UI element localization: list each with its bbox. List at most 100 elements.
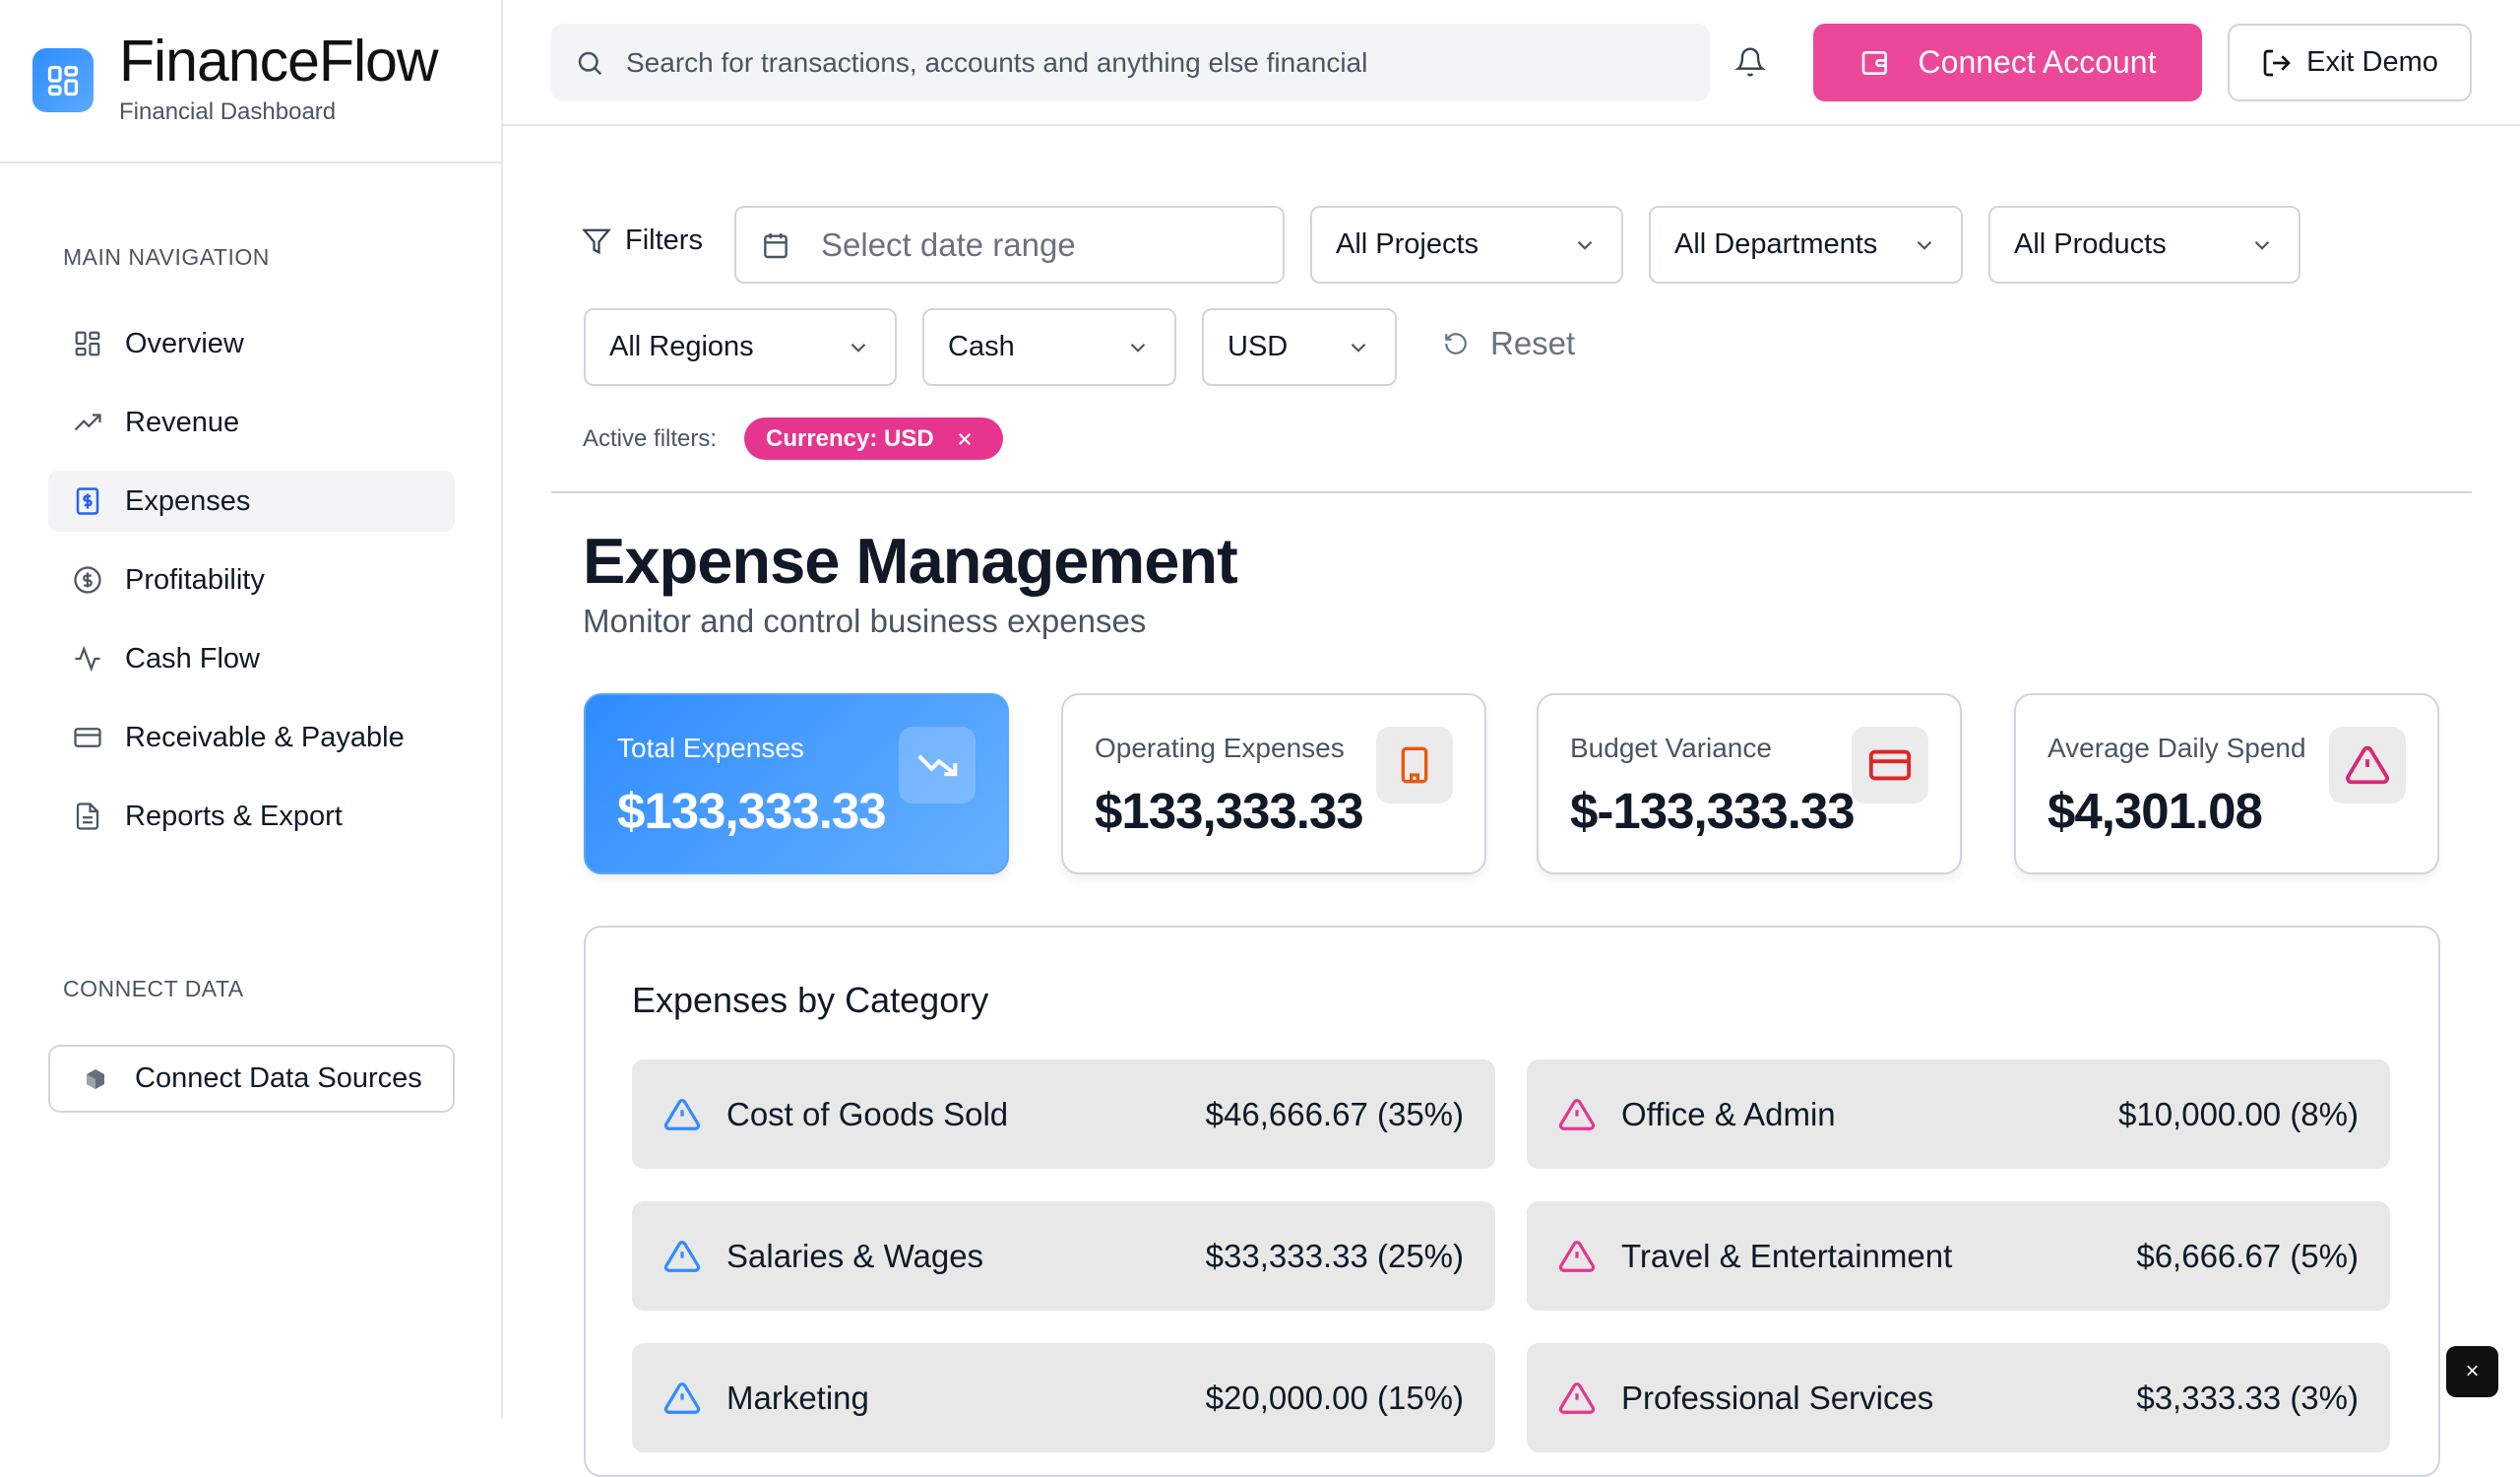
- sidebar-item-label: Cash Flow: [125, 642, 260, 674]
- divider: [0, 161, 503, 163]
- sidebar-item-revenue[interactable]: Revenue: [48, 392, 455, 453]
- sidebar-item-profitability[interactable]: Profitability: [48, 549, 455, 610]
- sidebar-item-label: Reports & Export: [125, 800, 343, 832]
- sidebar-item-receivable-payable[interactable]: Receivable & Payable: [48, 707, 455, 768]
- alert-triangle-icon: [1558, 1380, 1596, 1417]
- sidebar: FinanceFlow Financial Dashboard MAIN NAV…: [0, 0, 503, 1418]
- card-value: $4,301.08: [2048, 783, 2263, 839]
- search-input[interactable]: Search for transactions, accounts and an…: [551, 24, 1710, 101]
- total-expenses-card: Total Expenses $133,333.33: [584, 693, 1009, 874]
- exit-demo-button[interactable]: Exit Demo: [2228, 24, 2472, 101]
- reset-button[interactable]: Reset: [1443, 325, 1575, 362]
- currency-select[interactable]: USD: [1202, 308, 1397, 386]
- products-select[interactable]: All Products: [1988, 206, 2300, 284]
- sidebar-item-expenses[interactable]: Expenses: [48, 471, 455, 532]
- sidebar-item-cash-flow[interactable]: Cash Flow: [48, 628, 455, 689]
- sidebar-item-label: Revenue: [125, 406, 240, 438]
- sidebar-item-label: Receivable & Payable: [125, 721, 405, 753]
- calendar-icon: [760, 229, 791, 261]
- exit-demo-label: Exit Demo: [2306, 46, 2438, 78]
- card-label: Budget Variance: [1570, 733, 1772, 763]
- main-navigation-label: MAIN NAVIGATION: [63, 244, 270, 270]
- connect-account-label: Connect Account: [1918, 44, 2157, 80]
- bell-icon[interactable]: [1734, 45, 1766, 79]
- credit-card-icon: [72, 723, 103, 752]
- logo-icon: [32, 48, 94, 112]
- filters-text: Filters: [625, 225, 703, 256]
- category-name: Travel & Entertainment: [1621, 1237, 1953, 1274]
- sidebar-item-label: Expenses: [125, 484, 251, 517]
- dollar-receipt-icon: [72, 486, 103, 516]
- rotate-ccw-icon: [1443, 331, 1469, 356]
- file-icon: [72, 802, 103, 831]
- card-label: Operating Expenses: [1095, 733, 1345, 763]
- reset-label: Reset: [1490, 325, 1576, 361]
- category-item[interactable]: Marketing $20,000.00 (15%): [632, 1343, 1495, 1452]
- log-out-icon: [2261, 47, 2293, 79]
- page-subtitle: Monitor and control business expenses: [583, 603, 1147, 639]
- basis-value: Cash: [948, 331, 1015, 362]
- search-icon: [575, 48, 604, 78]
- building-icon: [1376, 727, 1453, 803]
- regions-select[interactable]: All Regions: [584, 308, 897, 386]
- category-value: $3,333.33 (3%): [2136, 1379, 2359, 1416]
- category-item[interactable]: Professional Services $3,333.33 (3%): [1527, 1343, 2390, 1452]
- filters-label: Filters: [582, 225, 703, 257]
- category-item[interactable]: Office & Admin $10,000.00 (8%): [1527, 1060, 2390, 1169]
- sidebar-item-reports-export[interactable]: Reports & Export: [48, 786, 455, 847]
- close-button[interactable]: ×: [2446, 1346, 2498, 1397]
- category-name: Professional Services: [1621, 1379, 1934, 1416]
- connect-data-label: CONNECT DATA: [63, 976, 244, 1001]
- chevron-down-icon: [1346, 335, 1371, 360]
- category-value: $46,666.67 (35%): [1205, 1095, 1464, 1132]
- projects-select[interactable]: All Projects: [1310, 206, 1623, 284]
- brand-subtitle: Financial Dashboard: [119, 98, 337, 125]
- connect-account-button[interactable]: Connect Account: [1813, 24, 2202, 101]
- grid-icon: [72, 329, 103, 358]
- regions-value: All Regions: [609, 331, 754, 362]
- connect-data-sources-button[interactable]: Connect Data Sources: [48, 1045, 455, 1113]
- accounting-basis-select[interactable]: Cash: [922, 308, 1176, 386]
- chevron-down-icon: [1912, 232, 1937, 258]
- departments-value: All Departments: [1674, 228, 1878, 260]
- search-placeholder: Search for transactions, accounts and an…: [626, 46, 1368, 78]
- alert-triangle-icon: [663, 1238, 701, 1275]
- category-item[interactable]: Travel & Entertainment $6,666.67 (5%): [1527, 1201, 2390, 1311]
- card-label: Average Daily Spend: [2048, 733, 2306, 763]
- sidebar-item-overview[interactable]: Overview: [48, 313, 455, 374]
- chip-label: Currency: USD: [766, 424, 934, 452]
- alert-triangle-icon: [1558, 1096, 1596, 1133]
- card-value: $-133,333.33: [1570, 783, 1856, 839]
- chevron-down-icon: [2249, 232, 2275, 258]
- chevron-down-icon: [1125, 335, 1151, 360]
- alert-triangle-icon: [1558, 1238, 1596, 1275]
- credit-card-icon: [1852, 727, 1928, 803]
- category-item[interactable]: Salaries & Wages $33,333.33 (25%): [632, 1201, 1495, 1311]
- trending-down-icon: [899, 727, 976, 803]
- chevron-down-icon: [846, 335, 871, 360]
- panel-title: Expenses by Category: [632, 980, 989, 1020]
- filter-icon: [582, 226, 611, 256]
- products-value: All Products: [2014, 228, 2167, 260]
- page-title: Expense Management: [583, 525, 1238, 597]
- projects-value: All Projects: [1336, 228, 1480, 260]
- card-label: Total Expenses: [617, 733, 804, 763]
- category-value: $20,000.00 (15%): [1205, 1379, 1464, 1416]
- close-icon[interactable]: [956, 430, 974, 448]
- sidebar-item-label: Profitability: [125, 563, 265, 596]
- category-name: Cost of Goods Sold: [726, 1095, 1009, 1132]
- category-item[interactable]: Cost of Goods Sold $46,666.67 (35%): [632, 1060, 1495, 1169]
- date-range-placeholder: Select date range: [821, 225, 1076, 263]
- departments-select[interactable]: All Departments: [1649, 206, 1963, 284]
- date-range-picker[interactable]: Select date range: [734, 206, 1285, 284]
- category-name: Office & Admin: [1621, 1095, 1836, 1132]
- card-value: $133,333.33: [617, 783, 887, 839]
- header-divider: [503, 124, 2520, 126]
- cube-icon: [84, 1067, 107, 1091]
- connect-data-sources-label: Connect Data Sources: [135, 1062, 422, 1094]
- card-value: $133,333.33: [1095, 783, 1364, 839]
- operating-expenses-card: Operating Expenses $133,333.33: [1061, 693, 1486, 874]
- active-filter-chip[interactable]: Currency: USD: [744, 417, 1003, 460]
- trending-up-icon: [72, 408, 103, 437]
- average-daily-spend-card: Average Daily Spend $4,301.08: [2014, 693, 2439, 874]
